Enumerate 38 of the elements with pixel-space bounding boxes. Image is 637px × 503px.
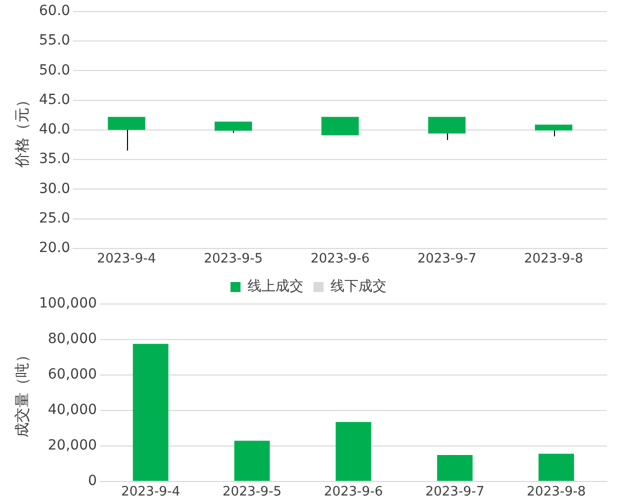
- x-tick-label: 2023-9-4: [97, 252, 156, 267]
- legend-label: 线下成交: [330, 278, 386, 295]
- x-tick-label: 2023-9-4: [121, 484, 180, 500]
- y-axis-title: 价格（元）: [12, 92, 31, 168]
- y-tick-label: 60,000: [48, 366, 97, 383]
- bar: [538, 454, 574, 481]
- y-tick-label: 100,000: [38, 296, 97, 312]
- candlestick: [108, 116, 146, 152]
- y-tick-label: 35.0: [39, 151, 70, 168]
- y-tick-label: 40.0: [39, 122, 70, 138]
- x-tick-label: 2023-9-8: [524, 252, 584, 267]
- x-tick-label: 2023-9-7: [425, 484, 484, 500]
- bar: [437, 454, 473, 481]
- y-tick-label: 45.0: [39, 92, 70, 108]
- y-tick-label: 80,000: [48, 331, 97, 348]
- y-tick-label: 55.0: [39, 32, 70, 49]
- y-tick-label: 50.0: [39, 62, 70, 78]
- bar: [132, 344, 168, 481]
- x-tick-label: 2023-9-7: [417, 252, 476, 267]
- y-tick-label: 0: [88, 473, 97, 490]
- x-tick-label: 2023-9-5: [222, 484, 282, 500]
- candlestick: [214, 122, 252, 134]
- legend-label: 线上成交: [248, 278, 304, 295]
- x-tick-label: 2023-9-6: [310, 252, 370, 267]
- y-tick-label: 40,000: [48, 402, 97, 418]
- x-tick-label: 2023-9-5: [204, 252, 263, 267]
- bar: [336, 422, 372, 481]
- y-tick-label: 20.0: [39, 240, 70, 256]
- y-tick-label: 20,000: [48, 438, 97, 454]
- y-tick-label: 30.0: [39, 180, 70, 197]
- candlestick: [428, 116, 466, 140]
- candlestick: [534, 124, 572, 137]
- bar: [234, 440, 270, 481]
- x-tick-label: 2023-9-8: [526, 484, 586, 500]
- y-axis-title: 成交量（吨）: [12, 348, 31, 438]
- x-tick-label: 2023-9-6: [324, 484, 383, 500]
- y-tick-label: 25.0: [39, 210, 70, 226]
- y-tick-label: 60.0: [39, 3, 70, 20]
